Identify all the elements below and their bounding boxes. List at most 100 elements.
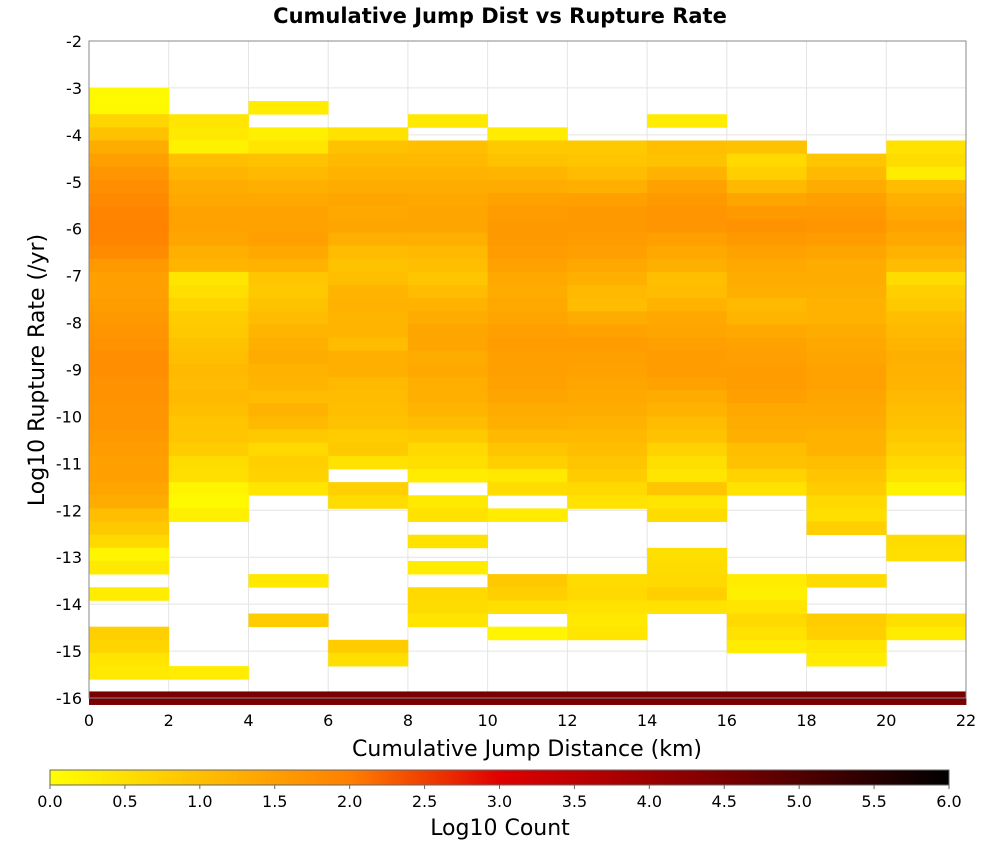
heatmap-cell <box>407 206 489 220</box>
heatmap-cell <box>806 258 887 273</box>
y-axis-label: Log10 Rupture Rate (/yr) <box>25 234 50 506</box>
y-tick-label: -11 <box>56 454 82 473</box>
heatmap-cell <box>886 258 967 273</box>
y-tick-label: -15 <box>56 642 82 661</box>
heatmap-cell <box>726 324 807 338</box>
heatmap-cell <box>647 258 728 273</box>
heatmap-cell <box>168 232 249 247</box>
heatmap-cell <box>328 271 409 286</box>
heatmap-cell <box>407 298 489 312</box>
heatmap-cell <box>89 495 170 509</box>
heatmap-cell <box>168 298 249 312</box>
heatmap-cell <box>567 206 648 220</box>
heatmap-cell <box>806 311 887 325</box>
y-tick-label: -8 <box>66 314 82 333</box>
heatmap-cell <box>726 403 807 417</box>
heatmap-cell <box>726 206 807 220</box>
heatmap-cell <box>248 232 329 247</box>
heatmap-cell <box>168 468 249 483</box>
heatmap-cell <box>726 442 807 457</box>
heatmap-cell <box>567 245 648 260</box>
heatmap-cell <box>328 140 409 155</box>
heatmap-cell <box>248 153 329 168</box>
heatmap-cell <box>726 350 807 365</box>
heatmap-cell <box>647 482 728 496</box>
colorbar-tick-label: 5.0 <box>786 792 811 811</box>
y-tick-label: -9 <box>66 361 82 380</box>
heatmap-cell <box>726 245 807 260</box>
heatmap-cell <box>89 547 170 562</box>
heatmap-cell <box>89 482 170 496</box>
heatmap-cell <box>328 416 409 430</box>
heatmap-cell <box>89 363 170 378</box>
heatmap-cell <box>567 429 648 444</box>
heatmap-cell <box>886 468 967 483</box>
colorbar-tick-label: 2.0 <box>337 792 362 811</box>
colorbar-label: Log10 Count <box>430 816 570 841</box>
heatmap-cell <box>806 495 887 509</box>
heatmap-cell <box>647 166 728 181</box>
heatmap-cell <box>168 114 249 128</box>
heatmap-cell <box>487 127 568 141</box>
heatmap-cell <box>328 166 409 181</box>
colorbar-tick-label: 4.0 <box>637 792 662 811</box>
heatmap-cell <box>726 363 807 378</box>
heatmap-cell <box>248 258 329 273</box>
heatmap-cell <box>89 350 170 365</box>
heatmap-cell <box>328 219 409 233</box>
heatmap-cell <box>487 390 568 404</box>
heatmap-cell <box>647 245 728 260</box>
heatmap-cell <box>806 285 887 299</box>
colorbar-tick-label: 6.0 <box>936 792 961 811</box>
heatmap-cells <box>89 87 967 705</box>
heatmap-cell <box>248 482 329 496</box>
x-tick-label: 18 <box>796 711 816 730</box>
x-tick-label: 4 <box>243 711 253 730</box>
heatmap-cell <box>407 416 489 430</box>
heatmap-cell <box>567 298 648 312</box>
heatmap-cell <box>647 390 728 404</box>
heatmap-cell <box>726 600 807 614</box>
heatmap-cell <box>647 350 728 365</box>
heatmap-cell <box>647 560 728 575</box>
heatmap-cell <box>248 219 329 233</box>
colorbar-tick-label: 3.0 <box>487 792 512 811</box>
heatmap-cell <box>886 193 967 207</box>
heatmap-cell <box>89 560 170 575</box>
heatmap-cell <box>407 613 489 628</box>
heatmap-cell <box>248 324 329 338</box>
heatmap-cell <box>89 298 170 312</box>
heatmap-cell <box>89 521 170 536</box>
heatmap-cell <box>806 193 887 207</box>
y-tick-label: -16 <box>56 689 82 708</box>
heatmap-cell <box>487 298 568 312</box>
heatmap-cell <box>407 324 489 338</box>
heatmap-cell <box>647 271 728 286</box>
heatmap-cell <box>806 298 887 312</box>
heatmap-cell <box>567 574 648 588</box>
heatmap-cell <box>168 166 249 181</box>
heatmap-cell <box>886 206 967 220</box>
heatmap-cell <box>89 652 170 667</box>
heatmap-cell <box>89 403 170 417</box>
heatmap-cell <box>328 495 409 509</box>
heatmap-cell <box>806 574 887 588</box>
heatmap-cell <box>487 245 568 260</box>
heatmap-cell <box>407 193 489 207</box>
heatmap-cell <box>886 232 967 247</box>
heatmap-cell <box>248 574 329 588</box>
x-axis-label: Cumulative Jump Distance (km) <box>352 737 702 762</box>
heatmap-cell <box>726 587 807 601</box>
heatmap-cell <box>407 219 489 233</box>
x-tick-label: 10 <box>477 711 497 730</box>
heatmap-cell <box>407 390 489 404</box>
heatmap-cell <box>89 337 170 352</box>
heatmap-cell <box>248 140 329 155</box>
heatmap-cell <box>328 363 409 378</box>
heatmap-cell <box>168 508 249 522</box>
heatmap-cell <box>407 311 489 325</box>
heatmap-cell <box>89 442 170 457</box>
heatmap-cell <box>806 482 887 496</box>
heatmap-cell <box>886 350 967 365</box>
heatmap-cell <box>407 403 489 417</box>
